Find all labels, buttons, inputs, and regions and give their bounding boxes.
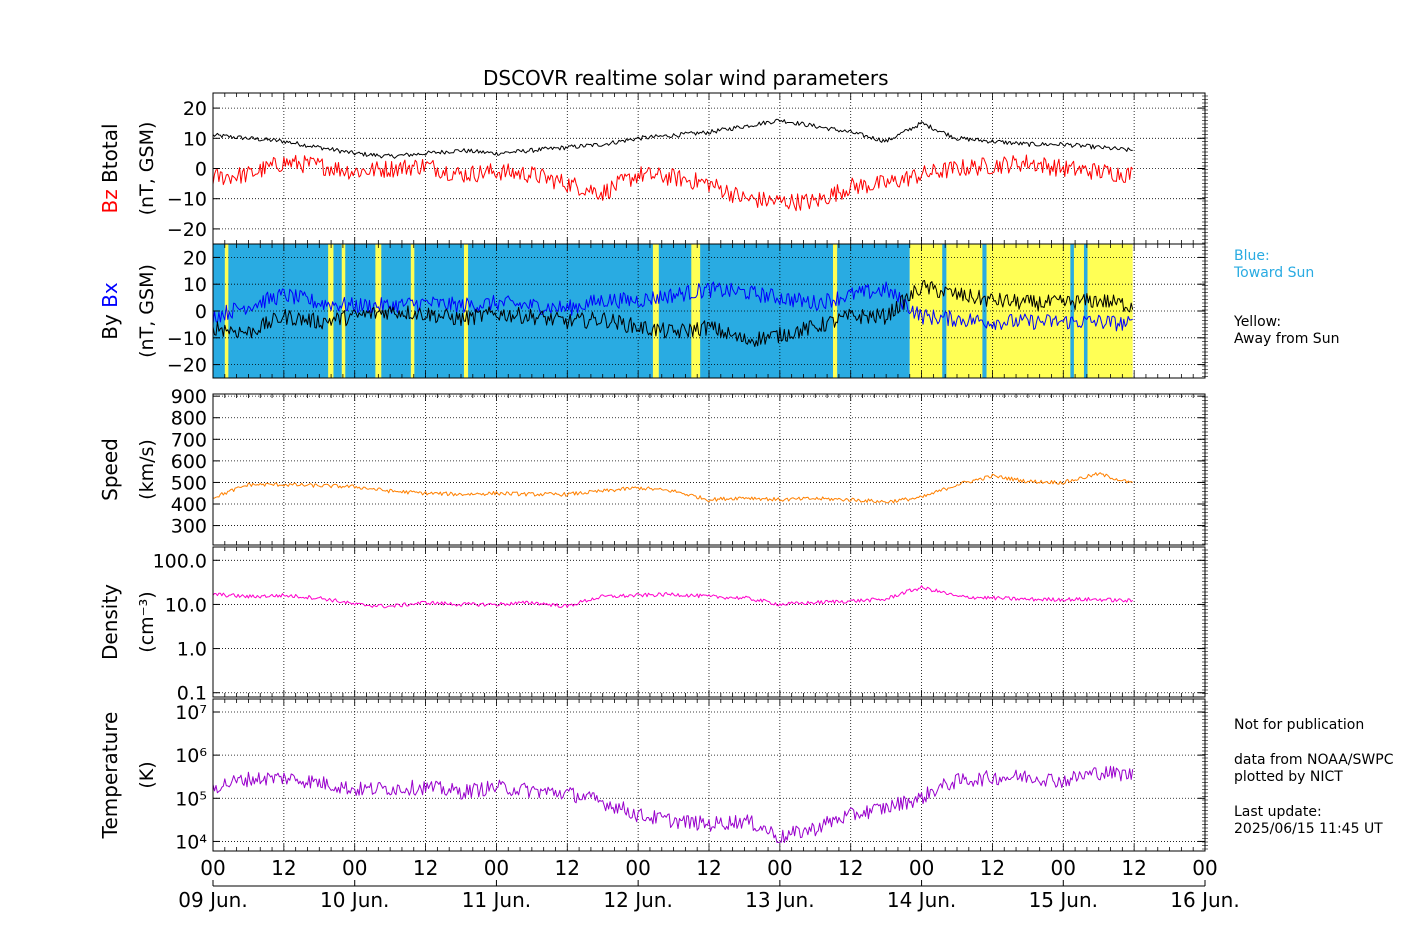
y-axis-unit-label: (K) bbox=[136, 761, 158, 788]
y-tick-label: 1.0 bbox=[177, 639, 207, 661]
y-axis-label-part: Speed bbox=[98, 438, 122, 501]
series-line-bz bbox=[212, 154, 1134, 212]
polarity-band-away bbox=[691, 244, 701, 378]
x-tick-label-day: 12 Jun. bbox=[603, 888, 672, 912]
y-tick-label: 0 bbox=[195, 159, 207, 181]
x-tick-label-hour: 12 bbox=[271, 856, 296, 880]
y-tick-label: 300 bbox=[171, 516, 207, 538]
y-tick-label: 0.1 bbox=[177, 683, 207, 705]
x-tick-label-day: 11 Jun. bbox=[462, 888, 531, 912]
polarity-band-away bbox=[341, 244, 346, 378]
polarity-band-toward bbox=[1070, 244, 1074, 378]
series-line-btotal bbox=[212, 118, 1133, 159]
x-tick-label-hour: 00 bbox=[484, 856, 509, 880]
y-axis-unit-label: (cm⁻³) bbox=[136, 591, 158, 652]
x-tick-label-hour: 00 bbox=[342, 856, 367, 880]
x-tick-label-hour: 00 bbox=[1051, 856, 1076, 880]
x-tick-label-day: 10 Jun. bbox=[320, 888, 389, 912]
x-tick-label-hour: 12 bbox=[696, 856, 721, 880]
y-tick-label: −20 bbox=[167, 355, 207, 377]
data-source-note: data from NOAA/SWPC bbox=[1234, 752, 1394, 768]
y-tick-label: 500 bbox=[171, 472, 207, 494]
y-axis-label: Temperature bbox=[98, 712, 122, 840]
panel-magnetic-field-xy: 20 10 0 −10 −20 By Bx (nT, GSM) bbox=[98, 243, 1208, 379]
polarity-band-toward bbox=[942, 244, 947, 378]
x-tick-label-day: 09 Jun. bbox=[178, 888, 247, 912]
legend-toward-sun-text: Toward Sun bbox=[1234, 265, 1315, 281]
series-line-bx bbox=[212, 281, 1133, 332]
y-tick-label: −20 bbox=[167, 219, 207, 241]
x-tick-label-day: 15 Jun. bbox=[1029, 888, 1098, 912]
y-tick-label: −10 bbox=[167, 189, 207, 211]
plotted-by-note: plotted by NICT bbox=[1234, 769, 1343, 785]
panel-magnetic-field-z: 20 10 0 −10 −20 Bz Btotal (nT, GSM) bbox=[98, 92, 1208, 245]
panel-density: 100.0 10.0 1.0 0.1 Density (cm⁻³) bbox=[98, 546, 1208, 705]
polarity-band-away bbox=[652, 244, 659, 378]
y-axis-label-part: Bz bbox=[98, 189, 122, 213]
series-line-density bbox=[212, 585, 1134, 609]
x-tick-label-hour: 12 bbox=[838, 856, 863, 880]
polarity-band-away bbox=[833, 244, 838, 378]
y-tick-label: 10.0 bbox=[165, 594, 207, 616]
y-axis-unit-label: (km/s) bbox=[136, 439, 158, 500]
y-tick-label: 800 bbox=[171, 408, 207, 430]
not-for-publication-note: Not for publication bbox=[1234, 717, 1365, 733]
y-tick-label: 10⁵ bbox=[175, 788, 207, 810]
polarity-band-away bbox=[410, 244, 415, 378]
y-axis-label-part: Temperature bbox=[98, 712, 122, 840]
y-axis-label-part: Btotal bbox=[98, 123, 122, 189]
y-tick-label: 10⁴ bbox=[175, 831, 207, 853]
y-tick-label: −10 bbox=[167, 328, 207, 350]
panel-temperature: 10⁷ 10⁶ 10⁵ 10⁴ Temperature (K) bbox=[98, 698, 1208, 853]
y-tick-label: 900 bbox=[171, 386, 207, 408]
y-axis-label: Bz Btotal bbox=[98, 123, 122, 213]
x-tick-label-hour: 00 bbox=[625, 856, 650, 880]
y-tick-label: 400 bbox=[171, 494, 207, 516]
legend-away-from-sun-text: Away from Sun bbox=[1234, 331, 1340, 347]
x-tick-label-hour: 00 bbox=[1192, 856, 1217, 880]
y-axis-label-part: By bbox=[98, 314, 122, 340]
y-tick-label: 10 bbox=[183, 274, 207, 296]
x-tick-label-hour: 12 bbox=[413, 856, 438, 880]
legend-away-from-sun-label: Yellow: bbox=[1234, 314, 1282, 330]
x-tick-label-day: 14 Jun. bbox=[887, 888, 956, 912]
x-tick-label-day: 13 Jun. bbox=[745, 888, 814, 912]
x-tick-label-hour: 00 bbox=[200, 856, 225, 880]
x-tick-label-hour: 12 bbox=[555, 856, 580, 880]
y-axis-label: Speed bbox=[98, 438, 122, 501]
x-tick-label-hour: 12 bbox=[980, 856, 1005, 880]
y-tick-label: 600 bbox=[171, 451, 207, 473]
series-line-speed bbox=[213, 472, 1133, 504]
y-axis-label: By Bx bbox=[98, 282, 122, 340]
y-axis-label: Density bbox=[98, 584, 122, 660]
y-tick-label: 700 bbox=[171, 429, 207, 451]
y-axis-label-part: Bx bbox=[98, 282, 122, 314]
last-update-label: Last update: bbox=[1234, 804, 1322, 820]
x-tick-label-hour: 00 bbox=[767, 856, 792, 880]
y-axis-label-part: Density bbox=[98, 584, 122, 660]
y-tick-label: 10⁷ bbox=[175, 702, 207, 724]
x-tick-label-day: 16 Jun. bbox=[1170, 888, 1239, 912]
x-tick-label-hour: 12 bbox=[1121, 856, 1146, 880]
series-line-temperature bbox=[212, 765, 1134, 843]
x-tick-label-hour: 00 bbox=[909, 856, 934, 880]
y-tick-label: 20 bbox=[183, 247, 207, 269]
y-tick-label: 20 bbox=[183, 98, 207, 120]
y-axis-unit-label: (nT, GSM) bbox=[136, 264, 158, 358]
y-tick-label: 0 bbox=[195, 301, 207, 323]
polarity-band-away bbox=[463, 244, 469, 378]
y-axis-unit-label: (nT, GSM) bbox=[136, 122, 158, 216]
last-update-value: 2025/06/15 11:45 UT bbox=[1234, 821, 1383, 837]
polarity-band-toward bbox=[1083, 244, 1088, 378]
y-tick-label: 100.0 bbox=[153, 550, 207, 572]
figure-title: DSCOVR realtime solar wind parameters bbox=[483, 66, 889, 90]
series-line-by bbox=[212, 280, 1134, 347]
legend-toward-sun-label: Blue: bbox=[1234, 248, 1270, 264]
y-tick-label: 10⁶ bbox=[175, 745, 207, 767]
y-tick-label: 10 bbox=[183, 128, 207, 150]
